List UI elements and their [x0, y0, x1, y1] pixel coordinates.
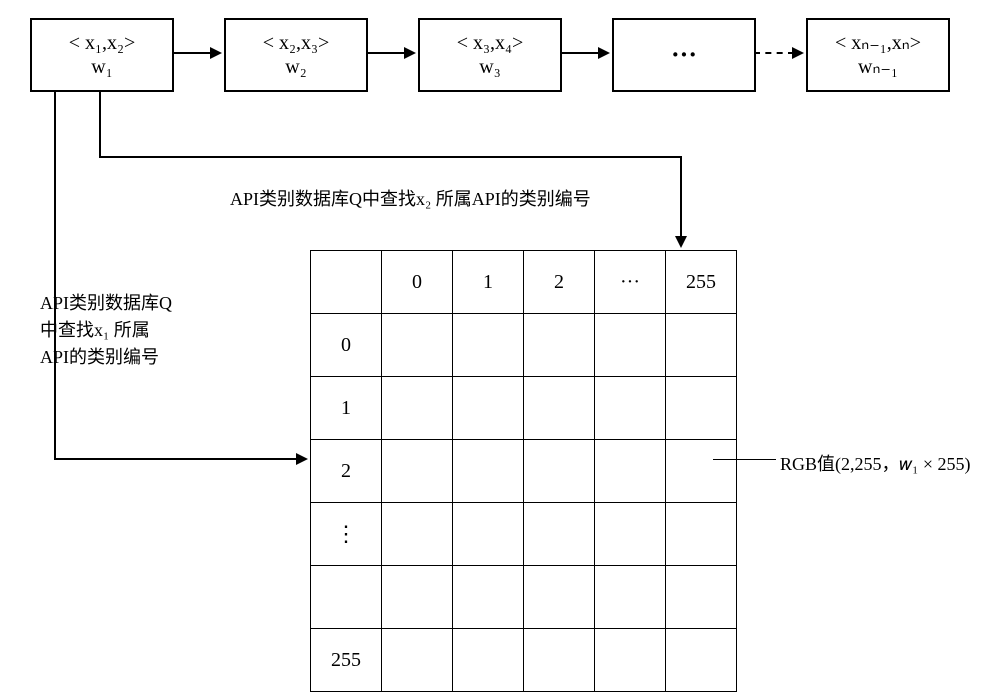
- route-left-horiz: [54, 458, 298, 460]
- matrix-row: ⋮: [311, 503, 737, 566]
- matrix-cell: 255: [311, 629, 382, 692]
- route-top-vert2: [680, 156, 682, 238]
- matrix-cell: [595, 503, 666, 566]
- matrix-row: 1: [311, 377, 737, 440]
- arrow-head-icon: [404, 47, 416, 59]
- matrix-cell: [666, 377, 737, 440]
- flow-arrow-1: [366, 52, 406, 54]
- matrix-row: 2: [311, 440, 737, 503]
- matrix-cell: ···: [595, 251, 666, 314]
- arrow-head-icon: [598, 47, 610, 59]
- route-left-vert: [54, 90, 56, 460]
- matrix-cell: 255: [666, 251, 737, 314]
- node-label: < x₂,x₃>: [263, 31, 330, 55]
- node-label: < x₁,x₂>: [69, 31, 136, 55]
- node-label: ···: [671, 39, 697, 70]
- matrix-cell: [524, 503, 595, 566]
- matrix-cell: 2: [524, 251, 595, 314]
- matrix-cell: 2: [311, 440, 382, 503]
- flow-node-2: < x₃,x₄> w₃: [418, 18, 562, 92]
- flow-node-0: < x₁,x₂> w₁: [30, 18, 174, 92]
- matrix-cell: [311, 251, 382, 314]
- matrix-cell: [666, 314, 737, 377]
- matrix-cell: 1: [311, 377, 382, 440]
- matrix-cell: [524, 566, 595, 629]
- matrix-grid: 0 1 2 ··· 255 0 1 2 ⋮: [310, 250, 737, 692]
- matrix-cell: [666, 629, 737, 692]
- matrix-cell: [453, 503, 524, 566]
- matrix-cell: [382, 314, 453, 377]
- matrix-cell: [595, 440, 666, 503]
- caption-top: API类别数据库Q中查找x₂ 所属API的类别编号: [230, 186, 591, 213]
- matrix-row: [311, 566, 737, 629]
- matrix-cell: 0: [382, 251, 453, 314]
- matrix-cell: [382, 440, 453, 503]
- flow-arrow-0: [172, 52, 212, 54]
- matrix-cell: [524, 377, 595, 440]
- arrow-head-icon: [296, 453, 308, 465]
- matrix-cell: [595, 566, 666, 629]
- flow-node-3: ···: [612, 18, 756, 92]
- flow-node-1: < x₂,x₃> w₂: [224, 18, 368, 92]
- matrix-cell: [453, 314, 524, 377]
- matrix-cell: [666, 503, 737, 566]
- matrix-cell: [382, 566, 453, 629]
- matrix-cell: [453, 566, 524, 629]
- flow-arrow-3: [754, 52, 794, 54]
- arrow-head-icon: [675, 236, 687, 248]
- matrix-cell: [595, 629, 666, 692]
- matrix-cell: [524, 314, 595, 377]
- matrix-cell: [382, 629, 453, 692]
- flow-node-4: < xₙ₋₁,xₙ> wₙ₋₁: [806, 18, 950, 92]
- arrow-head-icon: [792, 47, 804, 59]
- matrix-header-row: 0 1 2 ··· 255: [311, 251, 737, 314]
- matrix-cell: 0: [311, 314, 382, 377]
- matrix-cell: [666, 440, 737, 503]
- caption-left: API类别数据库Q 中查找x₁ 所属 API的类别编号: [40, 290, 210, 371]
- matrix-cell: [453, 629, 524, 692]
- matrix-cell: [453, 377, 524, 440]
- node-label: < xₙ₋₁,xₙ>: [835, 31, 921, 55]
- rgb-label: RGB值(2,255，𝑤₁ × 255): [780, 450, 971, 476]
- matrix-cell: [595, 377, 666, 440]
- node-weight: wₙ₋₁: [858, 55, 898, 79]
- matrix-cell: [666, 566, 737, 629]
- matrix-cell: [382, 377, 453, 440]
- matrix-cell: 1: [453, 251, 524, 314]
- rgb-pointer-line: [713, 459, 776, 460]
- matrix-row: 0: [311, 314, 737, 377]
- caption-left-line: API类别数据库Q: [40, 293, 172, 313]
- node-weight: w₃: [479, 55, 500, 79]
- node-weight: w₂: [285, 55, 306, 79]
- route-top-vert1: [99, 90, 101, 158]
- flow-arrow-2: [560, 52, 600, 54]
- route-top-horiz: [99, 156, 682, 158]
- matrix-cell: [595, 314, 666, 377]
- caption-left-line: 中查找x₁ 所属: [40, 320, 150, 340]
- matrix-cell: [453, 440, 524, 503]
- matrix-cell: ⋮: [311, 503, 382, 566]
- matrix-cell: [382, 503, 453, 566]
- matrix-cell: [524, 440, 595, 503]
- node-label: < x₃,x₄>: [457, 31, 524, 55]
- arrow-head-icon: [210, 47, 222, 59]
- node-weight: w₁: [91, 55, 112, 79]
- matrix-cell: [524, 629, 595, 692]
- caption-left-line: API的类别编号: [40, 347, 159, 367]
- matrix-cell: [311, 566, 382, 629]
- matrix-row: 255: [311, 629, 737, 692]
